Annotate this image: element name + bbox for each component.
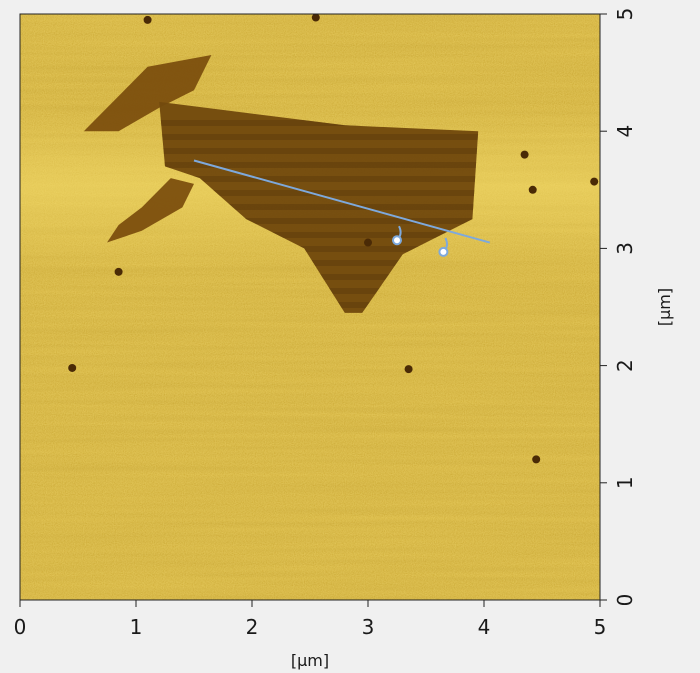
y-tick-label: 1	[613, 476, 637, 489]
surface-defect	[364, 238, 372, 247]
surface-defect	[311, 14, 320, 22]
surface-defect	[520, 150, 529, 159]
scan-stripe	[159, 190, 479, 196]
y-tick-label: 4	[613, 125, 637, 138]
profile-line-segment[interactable]	[193, 159, 491, 244]
scan-stripe	[159, 218, 479, 224]
scan-stripe	[159, 260, 479, 266]
surface-defect	[114, 267, 123, 276]
flake-left-region	[107, 178, 194, 243]
afm-image	[20, 14, 600, 600]
profile-line[interactable]	[193, 159, 491, 257]
scan-stripe	[159, 134, 479, 140]
scan-stripe	[159, 204, 479, 210]
scan-stripe	[159, 246, 479, 252]
scan-stripe	[159, 176, 479, 182]
flake-main-region	[159, 101, 479, 313]
y-tick-label: 3	[613, 242, 637, 255]
scan-stripe	[159, 148, 479, 154]
x-axis-ticks: 0 1 2 3 4 5	[14, 600, 607, 639]
surface-defect	[404, 365, 413, 374]
profile-marker[interactable]	[392, 235, 402, 246]
x-tick-label: 4	[478, 615, 491, 639]
y-axis-ticks: 0 1 2 3 4 5	[600, 8, 637, 607]
plot-frame	[19, 13, 601, 601]
scan-stripe	[159, 120, 479, 126]
x-tick-label: 5	[594, 615, 607, 639]
scan-stripe	[159, 162, 479, 168]
defects-layer	[68, 14, 599, 464]
y-tick-label: 0	[613, 594, 637, 607]
x-tick-label: 3	[362, 615, 375, 639]
x-tick-label: 1	[130, 615, 143, 639]
x-tick-label: 0	[14, 615, 27, 639]
y-axis-label: [µm]	[655, 288, 674, 326]
afm-texture-grain	[20, 14, 600, 600]
surface-defect	[143, 15, 152, 24]
y-tick-label: 2	[613, 359, 637, 372]
y-tick-label: 5	[613, 8, 637, 21]
x-tick-label: 2	[246, 615, 259, 639]
profile-marker[interactable]	[438, 246, 449, 257]
x-axis-label: [µm]	[291, 651, 329, 670]
surface-defect	[590, 177, 599, 186]
surface-defect	[528, 185, 537, 194]
surface-defect	[68, 363, 77, 372]
flake-upper-region	[83, 55, 212, 132]
surface-defect	[532, 455, 541, 464]
scan-stripe	[159, 232, 479, 238]
